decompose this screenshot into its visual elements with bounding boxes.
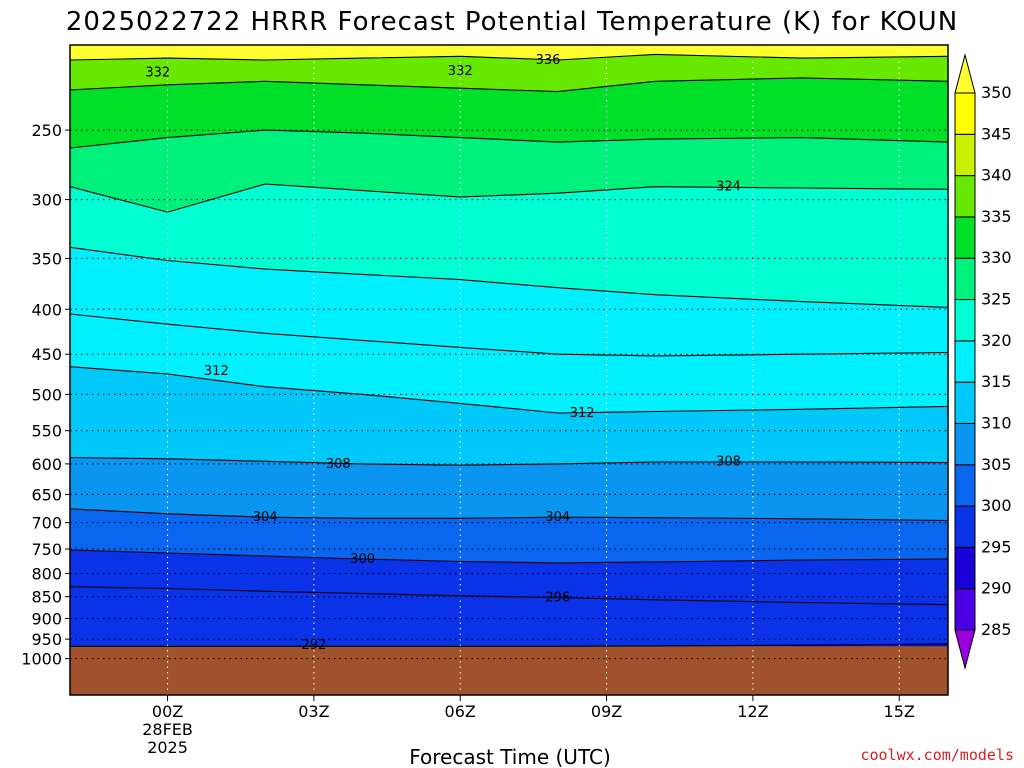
y-tick-label: 800	[31, 565, 62, 584]
colorbar-band	[954, 92, 976, 135]
colorbar-tick-label: 335	[981, 207, 1012, 226]
contour-label: 332	[145, 66, 170, 81]
colorbar-tick-label: 305	[981, 455, 1012, 474]
y-tick-label: 750	[31, 540, 62, 559]
x-tick-label: 15Z	[884, 702, 915, 721]
y-tick-label: 850	[31, 588, 62, 607]
isentrope-336	[70, 53, 948, 61]
y-tick-label: 400	[31, 300, 62, 319]
y-tick-label: 1000	[21, 650, 62, 669]
colorbar-tick-label: 320	[981, 331, 1012, 350]
x-tick-label: 00Z	[152, 702, 183, 721]
colorbar-tick-label: 295	[981, 537, 1012, 556]
axes: 250 300 350 400 450 500 550 600 650 700 750 800 850 9…	[21, 44, 949, 757]
isentrope-300	[70, 549, 948, 564]
plot-frame	[69, 44, 949, 696]
colorbar-max-triangle	[954, 53, 976, 94]
y-tick-label: 550	[31, 422, 62, 441]
colorbar-band	[954, 381, 976, 424]
contour-label: 300	[350, 552, 375, 567]
colorbar-tick-label: 330	[981, 248, 1012, 267]
x-tick-label: 06Z	[445, 702, 476, 721]
colorbar-tick-label: 340	[981, 166, 1012, 185]
colorbar-band	[954, 588, 976, 631]
colorbar-tick-label: 310	[981, 413, 1012, 432]
y-tick-label: 450	[31, 345, 62, 364]
isentrope-328	[70, 129, 948, 149]
colorbar: 285 290 295 300 305 310 315 320 325 330 335 340 345 3…	[954, 53, 1012, 670]
colorbar-band	[954, 257, 976, 301]
isentrope-312	[70, 366, 948, 414]
isentrope-296	[70, 586, 948, 606]
isentrope-320	[70, 246, 948, 308]
contour-label: 296	[545, 591, 570, 606]
contour-label: 312	[204, 364, 229, 379]
contour-label: 324	[716, 180, 741, 195]
colorbar-tick-label: 285	[981, 620, 1012, 639]
colorbar-min-triangle	[954, 629, 976, 670]
isentrope-324	[70, 183, 948, 213]
y-tick-label: 900	[31, 609, 62, 628]
filled-bands	[70, 45, 948, 695]
colorbar-band	[954, 133, 976, 177]
x-tick-label: 03Z	[298, 702, 329, 721]
contour-label: 304	[545, 510, 570, 525]
x-date-label: 2025	[147, 738, 188, 757]
colorbar-tick-label: 290	[981, 579, 1012, 598]
isentrope-308	[70, 456, 948, 466]
ground-fill	[70, 646, 948, 695]
chart-title: 2025022722 HRRR Forecast Potential Tempe…	[66, 7, 958, 37]
colorbar-band	[954, 464, 976, 507]
contour-label: 336	[536, 53, 561, 68]
contour-labels: 332 332 336 324 312 312 308 308 304 304 300 296 292	[145, 53, 741, 653]
isentropes	[70, 53, 948, 647]
contour-label: 312	[570, 406, 595, 421]
colorbar-band	[954, 340, 976, 383]
x-date-label: 28FEB	[142, 720, 193, 739]
y-tick-label: 600	[31, 455, 62, 474]
y-tick-label: 650	[31, 485, 62, 504]
colorbar-band	[954, 505, 976, 548]
contour-label: 292	[301, 638, 326, 653]
colorbar-band	[954, 216, 976, 259]
y-tick-label: 250	[31, 121, 62, 140]
colorbar-tick-label: 350	[981, 83, 1012, 102]
colorbar-band	[954, 422, 976, 466]
x-tick-label: 09Z	[591, 702, 622, 721]
contour-label: 332	[448, 64, 473, 79]
colorbar-band	[954, 175, 976, 218]
contour-label: 304	[253, 510, 278, 525]
colorbar-band	[954, 299, 976, 342]
y-tick-label: 500	[31, 385, 62, 404]
colorbar-tick-label: 315	[981, 372, 1012, 391]
isentrope-292	[70, 643, 948, 647]
contour-label: 308	[326, 457, 351, 472]
y-tick-label: 700	[31, 514, 62, 533]
y-tick-label: 950	[31, 630, 62, 649]
colorbar-tick-label: 300	[981, 496, 1012, 515]
y-tick-label: 350	[31, 249, 62, 268]
isentrope-332	[70, 77, 948, 93]
contour-label: 308	[716, 454, 741, 469]
x-axis-label: Forecast Time (UTC)	[409, 745, 611, 768]
credit-text: coolwx.com/models	[860, 746, 1014, 764]
colorbar-tick-label: 325	[981, 290, 1012, 309]
plot-area	[70, 45, 948, 695]
colorbar-tick-label: 345	[981, 124, 1012, 143]
isentrope-304	[70, 508, 948, 522]
x-tick-label: 12Z	[737, 702, 768, 721]
colorbar-band	[954, 546, 976, 590]
y-tick-label: 300	[31, 191, 62, 210]
isentrope-316	[70, 313, 948, 357]
